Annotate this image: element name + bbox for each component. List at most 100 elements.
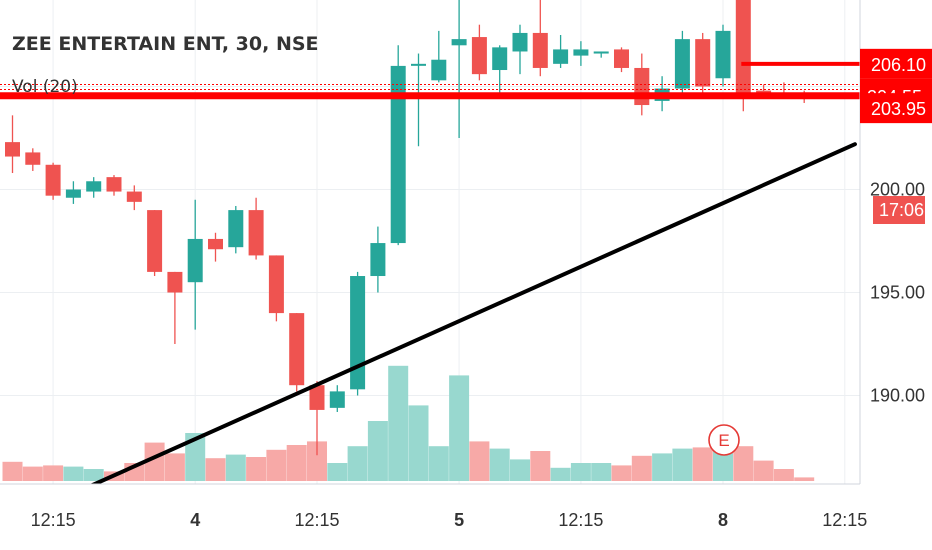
volume-bar [672, 448, 693, 481]
volume-bar [550, 467, 571, 481]
candle-body [634, 67, 650, 106]
volume-bar [570, 463, 591, 481]
candle-body [532, 32, 548, 68]
candle-body [45, 164, 61, 196]
symbol-title[interactable]: ZEE ENTERTAIN ENT, 30, NSE [12, 33, 319, 55]
candle [695, 32, 711, 95]
candle-body [674, 39, 690, 89]
volume-bar [185, 433, 206, 481]
candle-body [167, 271, 183, 293]
candle [86, 177, 102, 198]
candle-body [5, 142, 20, 157]
resistance-price-value: 206.10 [871, 55, 926, 75]
candle-body [187, 238, 203, 283]
candle [329, 385, 345, 412]
candle-body [735, 0, 751, 95]
last-price-tag: 203.95 [860, 93, 932, 124]
candle [593, 51, 609, 58]
time-axis-label: 5 [454, 510, 464, 530]
candle-body [25, 152, 41, 165]
price-axis-label: 200.00 [870, 180, 925, 200]
volume-bar [205, 458, 226, 481]
volume-bar [43, 465, 64, 481]
candle [431, 30, 447, 83]
candle [45, 162, 61, 200]
time-axis-label: 12:15 [294, 510, 339, 530]
candle-body [451, 39, 467, 46]
volume-bar [63, 466, 84, 481]
candle [573, 41, 589, 66]
volume-bar [246, 457, 267, 481]
volume-bar [449, 375, 470, 481]
volume-bar [408, 405, 429, 481]
candle [411, 53, 426, 147]
time-axis-label: 12:15 [558, 510, 603, 530]
volume-bar [652, 453, 673, 481]
time-axis-label: 8 [718, 510, 728, 530]
candle [350, 271, 366, 396]
volume-bar [631, 455, 652, 481]
earnings-event-icon[interactable] [708, 424, 740, 456]
candle-body [370, 243, 386, 277]
volume-bar [347, 446, 368, 481]
candle-body [106, 177, 122, 192]
candle [187, 199, 203, 330]
candle [25, 148, 41, 171]
candle [5, 115, 20, 174]
candle-body [593, 51, 609, 54]
trend-line-group[interactable] [51, 142, 857, 505]
candle [248, 197, 264, 260]
candle [614, 47, 629, 73]
last-price-value: 203.95 [871, 99, 926, 119]
candle [228, 205, 244, 254]
volume-bar [22, 466, 43, 481]
candle-body [248, 210, 264, 256]
candle [208, 232, 223, 262]
horizontal-levels[interactable] [0, 61, 860, 100]
volume-indicator-label[interactable]: Vol (20) [12, 77, 78, 97]
volume-bar [591, 463, 612, 481]
candle [715, 24, 731, 87]
candle [309, 381, 325, 456]
volume-bar [266, 449, 287, 481]
candle-body [86, 181, 102, 192]
candle [65, 181, 81, 204]
volume-bar [692, 447, 713, 481]
candle-body [695, 39, 711, 87]
candlesticks [5, 0, 812, 456]
volume-bar [307, 441, 327, 481]
candle-body [309, 385, 325, 410]
time-axis-background[interactable] [0, 484, 932, 550]
candle [492, 45, 508, 97]
earnings-event-label: E [718, 431, 729, 450]
candle-body [411, 63, 426, 66]
candle [471, 24, 487, 81]
candle-body [471, 37, 487, 75]
candle [674, 30, 690, 95]
trend-line[interactable] [51, 142, 857, 505]
candle [512, 24, 528, 75]
candle-body [512, 32, 528, 52]
candle [532, 0, 548, 77]
candle-body [228, 210, 244, 248]
volume-bar [286, 445, 307, 481]
candle-body [268, 255, 284, 314]
candle-body [431, 59, 447, 81]
candle-body [715, 30, 731, 79]
volume-bar [428, 446, 449, 481]
volume-bar [83, 469, 104, 481]
volume-bar [367, 421, 388, 481]
volume-bar [611, 465, 632, 481]
candle [289, 313, 305, 392]
event-marker-group[interactable]: E [708, 424, 740, 456]
time-axis-labels: 12:15 4 12:15 5 12:15 8 12:15 [31, 510, 868, 530]
candle [106, 175, 122, 196]
volume-bar [510, 459, 530, 481]
candle-body [208, 238, 223, 250]
resistance-price-tag: 206.10 [860, 48, 932, 79]
volume-bar [327, 463, 348, 481]
volume-bars [2, 365, 815, 481]
volume-bar [773, 469, 794, 481]
volume-bar [794, 477, 815, 481]
